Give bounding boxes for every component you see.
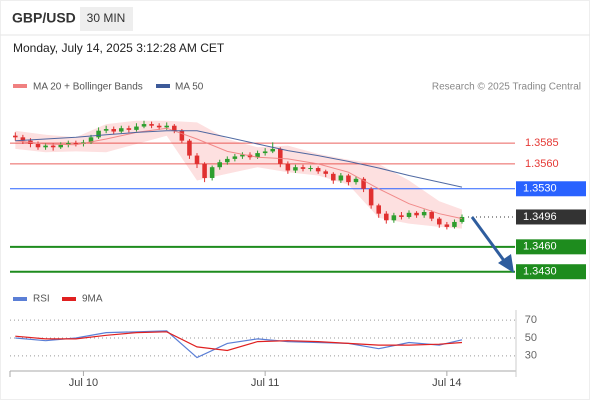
interval-box[interactable]	[80, 7, 133, 31]
y-tick-label: 70	[525, 314, 537, 326]
legend-label: MA 20 + Bollinger Bands	[33, 82, 143, 93]
ma-line	[15, 127, 463, 220]
forecast-arrowhead	[498, 254, 514, 273]
candle-body	[111, 129, 116, 132]
candle-body	[353, 178, 359, 183]
candle-body	[421, 211, 427, 216]
candle-body	[209, 167, 215, 178]
candle-body	[202, 163, 207, 178]
legend-swatch	[13, 297, 27, 301]
candle-body	[437, 218, 442, 225]
level-label: 1.3496	[523, 211, 557, 223]
candle-body	[172, 125, 177, 131]
candle-body	[20, 137, 26, 141]
x-tick-label: Jul 11	[251, 377, 280, 389]
candle-body	[88, 137, 94, 143]
candle-body	[444, 224, 450, 227]
candle-body	[338, 175, 344, 181]
level-label-box	[516, 239, 586, 255]
candle-body	[225, 158, 230, 163]
symbol: GBP/USD	[12, 10, 76, 26]
candle-body	[323, 171, 328, 174]
candle-body	[331, 173, 336, 181]
candle-body	[141, 124, 147, 127]
candle-body	[240, 154, 245, 157]
candle-body	[346, 175, 351, 183]
candle-body	[50, 145, 56, 148]
candle-body	[66, 143, 71, 145]
candle-body	[376, 205, 381, 214]
candle-body	[285, 163, 291, 171]
rsi-line	[15, 331, 463, 352]
candle-body	[255, 153, 260, 158]
level-label: 1.3585	[525, 137, 559, 149]
candle-body	[103, 129, 109, 131]
candle-body	[270, 148, 275, 152]
legend-swatch	[156, 84, 170, 88]
legend-swatch	[62, 297, 76, 301]
candle-body	[43, 145, 48, 148]
bollinger-band	[15, 120, 463, 229]
candle-body	[96, 130, 101, 138]
x-tick-label: Jul 10	[69, 377, 98, 389]
level-label: 1.3530	[523, 183, 557, 195]
candle-body	[391, 215, 397, 221]
candle-body	[126, 128, 132, 130]
candle-body	[429, 211, 434, 219]
candle-body	[368, 188, 374, 206]
y-tick-label: 50	[525, 332, 537, 344]
candle-body	[156, 125, 162, 128]
timestamp: Monday, July 14, 2025 3:12:28 AM CET	[13, 41, 225, 55]
candle-body	[384, 213, 389, 221]
candle-body	[73, 143, 79, 145]
candle-body	[58, 144, 63, 148]
candle-body	[399, 215, 404, 217]
candle-body	[35, 143, 41, 148]
candle-body	[262, 151, 268, 154]
candle-body	[406, 212, 412, 217]
candle-body	[308, 168, 313, 170]
candle-body	[187, 140, 192, 156]
legend-label: MA 50	[175, 82, 204, 93]
level-label-box	[516, 181, 586, 197]
candle-body	[452, 221, 457, 227]
y-tick-label: 30	[525, 350, 537, 362]
candle-body	[293, 167, 298, 171]
candle-body	[194, 155, 200, 164]
candle-body	[278, 148, 283, 164]
legend-swatch	[13, 84, 27, 88]
candle-body	[13, 135, 18, 138]
candle-body	[459, 216, 465, 222]
level-label-box	[516, 209, 586, 225]
source: Research © 2025 Trading Central	[432, 82, 581, 93]
candle-body	[164, 125, 169, 128]
legend-label: RSI	[33, 294, 50, 305]
interval[interactable]: 30 MIN	[87, 11, 126, 25]
candle-body	[134, 126, 139, 130]
level-label: 1.3430	[523, 266, 557, 278]
candle-body	[300, 167, 306, 169]
candle-body	[179, 130, 185, 141]
candle-body	[217, 162, 222, 168]
level-label-box	[516, 264, 586, 280]
level-label: 1.3560	[525, 158, 559, 170]
candle-body	[414, 212, 419, 216]
candle-body	[232, 156, 238, 159]
forecast-arrow	[470, 216, 507, 263]
candle-body	[361, 178, 366, 189]
ma-line	[15, 130, 463, 188]
legend-label: 9MA	[82, 294, 103, 305]
level-label: 1.3460	[523, 241, 557, 253]
candle-body	[315, 168, 321, 172]
candle-body	[119, 128, 124, 132]
x-tick-label: Jul 14	[432, 377, 461, 389]
candle-body	[149, 124, 154, 126]
